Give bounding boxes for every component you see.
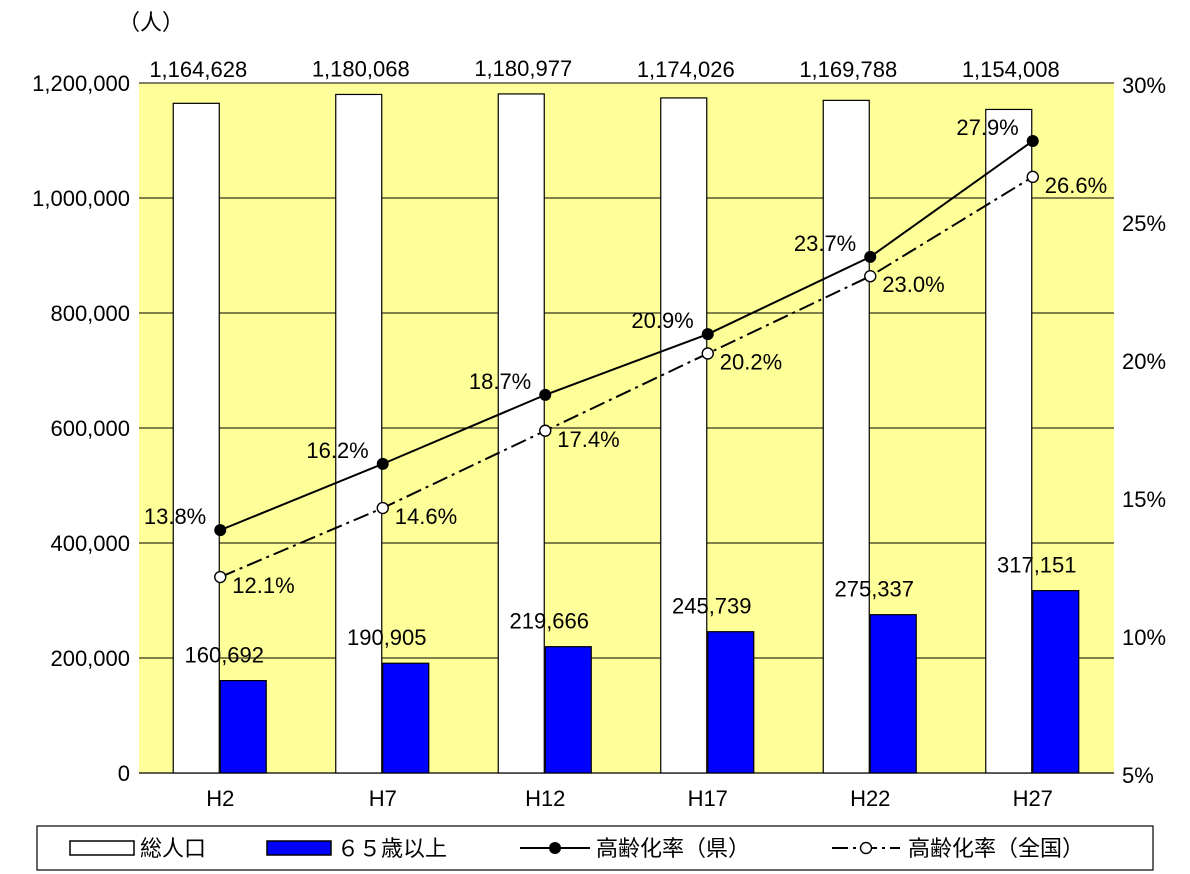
- point-rate-prefecture: [1026, 134, 1039, 147]
- point-rate-prefecture: [214, 524, 227, 537]
- rate-lines: [214, 134, 1039, 584]
- label-age65-plus: 219,666: [509, 609, 589, 634]
- x-tick-label: H7: [369, 786, 397, 811]
- legend-marker-rate-national: [859, 841, 873, 855]
- x-tick-label: H27: [1013, 786, 1053, 811]
- line-rate-prefecture: [219, 140, 1034, 532]
- y-right-tick-label: 20%: [1122, 349, 1166, 374]
- y-left-tick-label: 600,000: [50, 416, 130, 441]
- point-rate-national: [1026, 170, 1039, 184]
- bar-total-population: [660, 97, 708, 774]
- y-left-tick-label: 0: [118, 761, 130, 786]
- bars: [172, 93, 1080, 774]
- legend-label-total-population: 総人口: [140, 837, 206, 862]
- bar-total-population: [335, 93, 383, 774]
- y-axis-unit: （人）: [118, 11, 184, 36]
- label-rate-prefecture: 13.8%: [144, 504, 206, 529]
- legend-label-rate-prefecture: 高齢化率（県）: [596, 837, 750, 862]
- bar-age65-plus: [707, 631, 755, 774]
- label-rate-prefecture: 27.9%: [956, 115, 1018, 140]
- legend-label-age65-plus: ６５歳以上: [337, 837, 447, 862]
- bar-age65-plus: [382, 662, 430, 774]
- y-right-tick-label: 30%: [1122, 73, 1166, 98]
- y-left-tick-label: 1,200,000: [32, 71, 130, 96]
- label-rate-prefecture: 23.7%: [794, 231, 856, 256]
- y-right-tick-label: 15%: [1122, 487, 1166, 512]
- label-age65-plus: 275,337: [834, 577, 914, 602]
- label-age65-plus: 317,151: [997, 553, 1077, 578]
- point-rate-national: [376, 501, 389, 515]
- bar-age65-plus: [869, 614, 917, 774]
- label-age65-plus: 190,905: [347, 625, 427, 650]
- legend-marker-rate-prefecture: [549, 842, 561, 854]
- point-rate-prefecture: [376, 457, 389, 470]
- x-tick-label: H22: [850, 786, 890, 811]
- label-total-population: 1,169,788: [799, 57, 897, 82]
- y-left-tick-label: 800,000: [50, 301, 130, 326]
- y-left-tick-label: 1,000,000: [32, 186, 130, 211]
- label-total-population: 1,154,008: [962, 57, 1060, 82]
- point-rate-prefecture: [539, 388, 552, 401]
- data-labels: 1,164,628 1,180,068 1,180,977 1,174,026 1,16…: [144, 56, 1107, 668]
- label-age65-plus: 245,739: [672, 594, 752, 619]
- label-rate-national: 12.1%: [232, 573, 294, 598]
- label-total-population: 1,164,628: [149, 57, 247, 82]
- label-rate-national: 20.2%: [720, 349, 782, 374]
- x-tick-label: H2: [206, 786, 234, 811]
- line-rate-national: [219, 175, 1034, 578]
- y-left-tick-label: 200,000: [50, 646, 130, 671]
- x-tick-label: H17: [688, 786, 728, 811]
- bar-age65-plus: [544, 646, 592, 774]
- bar-total-population: [822, 99, 870, 774]
- label-age65-plus: 160,692: [184, 643, 264, 668]
- legend-label-rate-national: 高齢化率（全国）: [908, 837, 1084, 862]
- point-rate-national: [539, 424, 552, 437]
- point-rate-national: [701, 347, 714, 360]
- legend-swatch-age65-plus: [266, 840, 332, 856]
- legend-box: [36, 825, 1154, 871]
- label-rate-national: 14.6%: [395, 504, 457, 529]
- legend: 総人口 ６５歳以上 高齢化率（県） 高齢化率（全国）: [36, 825, 1154, 871]
- axis-ticks: 0 200,000 400,000 600,000 800,000 1,000,000 1,…: [32, 71, 1166, 811]
- y-right-tick-label: 10%: [1122, 625, 1166, 650]
- point-rate-prefecture: [864, 250, 877, 263]
- y-right-tick-label: 25%: [1122, 211, 1166, 236]
- point-rate-national: [214, 570, 227, 584]
- label-rate-prefecture: 18.7%: [469, 369, 531, 394]
- x-tick-label: H12: [525, 786, 565, 811]
- bar-total-population: [172, 102, 220, 774]
- label-rate-prefecture: 16.2%: [306, 438, 368, 463]
- bar-age65-plus: [1032, 590, 1080, 774]
- label-total-population: 1,180,977: [474, 56, 572, 81]
- label-rate-national: 17.4%: [557, 427, 619, 452]
- bar-total-population: [497, 93, 545, 774]
- y-left-tick-label: 400,000: [50, 531, 130, 556]
- bar-age65-plus: [219, 680, 267, 774]
- point-rate-prefecture: [701, 328, 714, 341]
- point-rate-national: [864, 270, 877, 283]
- y-right-tick-label: 5%: [1122, 763, 1154, 788]
- legend-swatch-total-population: [69, 840, 135, 856]
- label-total-population: 1,174,026: [637, 57, 735, 82]
- label-rate-prefecture: 20.9%: [631, 308, 693, 333]
- label-total-population: 1,180,068: [312, 56, 410, 81]
- bar-total-population: [985, 108, 1033, 774]
- label-rate-national: 26.6%: [1045, 173, 1107, 198]
- label-rate-national: 23.0%: [882, 272, 944, 297]
